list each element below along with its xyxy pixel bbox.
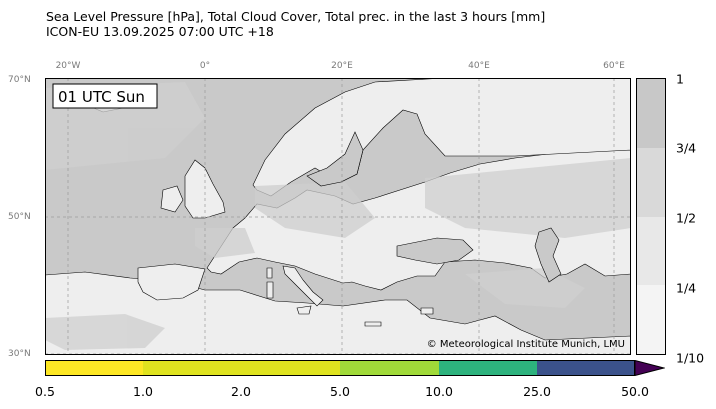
prec-tick-label: 25.0 xyxy=(523,384,551,399)
cloud-tick-label: 1/10 xyxy=(676,350,705,366)
time-label-box xyxy=(52,83,158,109)
time-label: 01 UTC Sun xyxy=(58,88,145,106)
cloud-segment-3-4 xyxy=(637,147,665,217)
cloud-segment-1-4 xyxy=(637,285,665,354)
lat-label-50n: 50°N xyxy=(8,212,31,222)
map-frame xyxy=(45,78,631,355)
prec-tick-label: 50.0 xyxy=(621,384,649,399)
lon-label-60e: 60°E xyxy=(603,61,625,71)
prec-tick-label: 2.0 xyxy=(231,384,251,399)
weather-map: 01 UTC Sun © Meteorological Institute Mu… xyxy=(45,78,631,355)
inland-seas xyxy=(306,131,562,283)
prec-segment-25-50 xyxy=(537,360,635,376)
prec-extend-arrow xyxy=(634,360,665,376)
prec-tick-label: 1.0 xyxy=(133,384,153,399)
model-run-subtitle: ICON-EU 13.09.2025 07:00 UTC +18 xyxy=(46,24,274,39)
land-corsica xyxy=(266,267,273,279)
cloud-cover-colorbar xyxy=(636,78,666,355)
land-cyprus xyxy=(420,307,434,315)
lat-label-70n: 70°N xyxy=(8,75,31,85)
prec-segment-0-5-1 xyxy=(45,360,143,376)
baltic-sea xyxy=(306,131,364,187)
cloud-segment-full xyxy=(637,79,665,148)
prec-segment-10-25 xyxy=(439,360,537,376)
land-crete xyxy=(364,321,382,327)
land-italy xyxy=(282,265,324,307)
lat-label-30n: 30°N xyxy=(8,349,31,359)
prec-tick-label: 5.0 xyxy=(330,384,350,399)
cloud-tick-label: 1/2 xyxy=(676,210,697,226)
prec-segment-2-5 xyxy=(241,360,340,376)
credit-text: © Meteorological Institute Munich, LMU xyxy=(427,339,625,350)
precipitation-colorbar xyxy=(45,360,665,376)
chart-title: Sea Level Pressure [hPa], Total Cloud Co… xyxy=(46,9,546,24)
black-sea xyxy=(396,237,474,265)
caspian-sea xyxy=(534,227,562,283)
cloud-segment-1-2 xyxy=(637,216,665,286)
prec-tick-label: 10.0 xyxy=(425,384,453,399)
lon-label-20e: 20°E xyxy=(331,61,353,71)
prec-segment-5-10 xyxy=(340,360,439,376)
land-ireland xyxy=(160,185,184,213)
cloud-tick-label: 3/4 xyxy=(676,140,697,156)
lon-label-20w: 20°W xyxy=(55,61,81,71)
prec-segment-1-2 xyxy=(143,360,241,376)
prec-tick-label: 0.5 xyxy=(35,384,55,399)
cloud-tick-label: 1 xyxy=(676,71,684,87)
lon-label-0: 0° xyxy=(199,61,211,71)
cloud-tick-label: 1/4 xyxy=(676,280,697,296)
lon-label-40e: 40°E xyxy=(468,61,490,71)
land-iberia xyxy=(137,263,206,301)
land-sardinia xyxy=(266,281,274,299)
land-sicily xyxy=(296,305,312,315)
